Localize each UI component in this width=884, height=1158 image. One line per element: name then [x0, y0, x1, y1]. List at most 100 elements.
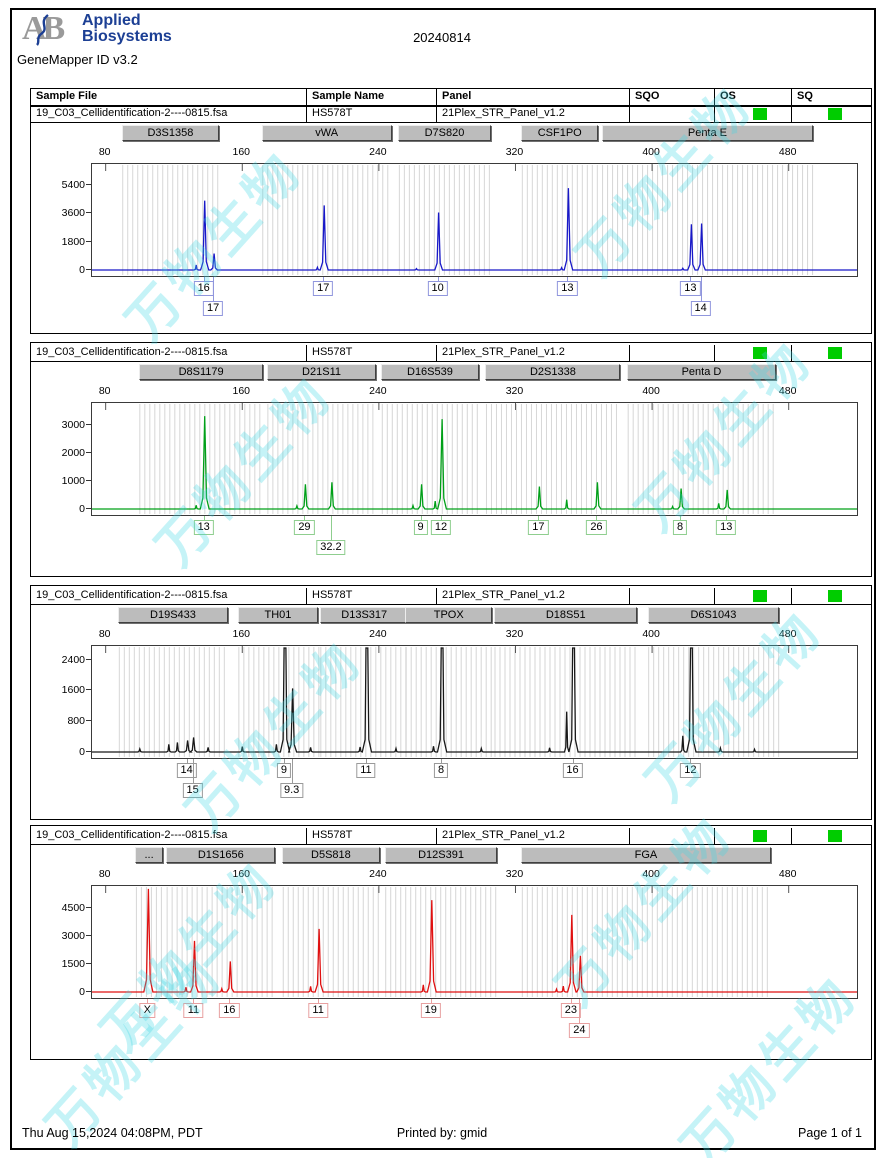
allele-label-CSF1PO-13[interactable]: 13: [557, 281, 578, 296]
allele-label-D16S539-12[interactable]: 12: [430, 520, 452, 535]
allele-label-Penta D-13[interactable]: 13: [716, 520, 737, 535]
trace-svg: [92, 403, 857, 514]
dye-trace: [92, 888, 857, 993]
allele-label-TH01-9.3[interactable]: 9.3: [279, 783, 304, 798]
y-tick-label: 3600: [61, 207, 85, 220]
allele-label-D19S433-15[interactable]: 15: [182, 783, 203, 798]
marker-button-TPOX[interactable]: TPOX: [405, 607, 493, 623]
allele-connector-line: [186, 759, 188, 763]
marker-button-D19S433[interactable]: D19S433: [118, 607, 228, 623]
allele-label-D13S317-11[interactable]: 11: [356, 763, 376, 778]
marker-button-D13S317[interactable]: D13S317: [319, 607, 409, 623]
allele-label-D19S433-14[interactable]: 14: [176, 763, 197, 778]
allele-label-D12S391-19[interactable]: 19: [420, 1003, 441, 1018]
y-tick-label: 5400: [61, 178, 85, 191]
marker-button-D21S11[interactable]: D21S11: [266, 364, 377, 380]
y-tick-mark: [86, 479, 91, 481]
marker-button-vWA[interactable]: vWA: [261, 125, 392, 141]
marker-button-Penta E[interactable]: Penta E: [601, 125, 814, 141]
allele-label-D2S1338-17[interactable]: 17: [528, 520, 549, 535]
y-tick-label: 0: [79, 503, 85, 515]
column-header-sqo: SQO: [629, 89, 714, 105]
panel-group-3: 19_C03_Cellidentification-2----0815.fsa H…: [30, 585, 872, 820]
allele-connector-line: [203, 277, 205, 281]
allele-connector-line: [596, 516, 598, 520]
marker-button-FGA[interactable]: FGA: [521, 847, 771, 863]
allele-label-D1S1656-16[interactable]: 16: [219, 1003, 240, 1018]
marker-button-D6S1043[interactable]: D6S1043: [647, 607, 780, 623]
panel-group-1: Sample File Sample Name Panel SQO OS SQ 19_C03…: [30, 88, 872, 334]
electropherogram-plot[interactable]: [91, 885, 858, 999]
sample-file-cell: 19_C03_Cellidentification-2----0815.fsa: [36, 589, 228, 601]
allele-label-D3S1358-17[interactable]: 17: [202, 301, 224, 316]
marker-button-D1S1656[interactable]: D1S1656: [166, 847, 276, 863]
allele-connector-line: [570, 999, 572, 1003]
sq-cell: [791, 106, 871, 122]
allele-label-TPOX-8[interactable]: 8: [433, 763, 449, 778]
trace-svg: [92, 646, 857, 757]
allele-label-vWA-17[interactable]: 17: [313, 281, 334, 296]
footer-page-number: Page 1 of 1: [798, 1126, 862, 1140]
marker-button-D12S391[interactable]: D12S391: [384, 847, 498, 863]
y-tick-label: 1800: [61, 235, 85, 248]
allele-label-D21S11-32.2[interactable]: 32.2: [316, 540, 346, 555]
allele-connector-line: [291, 759, 293, 783]
marker-button-D5S818[interactable]: D5S818: [282, 847, 380, 863]
electropherogram-plot[interactable]: [91, 163, 858, 277]
allele-label-D3S1358-16[interactable]: 16: [193, 281, 214, 296]
run-date: 20240814: [413, 30, 471, 45]
allele-label-D6S1043-12[interactable]: 12: [680, 763, 701, 778]
electropherogram-plot[interactable]: [91, 402, 858, 516]
marker-button-[interactable]: ...: [135, 847, 163, 863]
allele-label-FGA-23[interactable]: 23: [560, 1003, 581, 1018]
allele-connector-line: [318, 999, 320, 1003]
allele-label-Penta E-13[interactable]: 13: [680, 281, 701, 296]
allele-label-D7S820-10[interactable]: 10: [427, 281, 448, 296]
marker-button-Penta D[interactable]: Penta D: [627, 364, 776, 380]
allele-connector-line: [192, 759, 194, 783]
marker-button-D18S51[interactable]: D18S51: [493, 607, 638, 623]
logo-text: Applied Biosystems: [82, 12, 172, 45]
sample-row: 19_C03_Cellidentification-2----0815.fsa H…: [31, 828, 871, 845]
allele-label-FGA-24[interactable]: 24: [569, 1023, 590, 1038]
panel-group-4: 19_C03_Cellidentification-2----0815.fsa H…: [30, 825, 872, 1060]
y-tick-mark: [86, 689, 91, 691]
x-tick-label: 160: [232, 868, 251, 880]
allele-label-D8S1179-13[interactable]: 13: [193, 520, 214, 535]
marker-button-D3S1358[interactable]: D3S1358: [121, 125, 220, 141]
sqo-cell: [629, 106, 714, 122]
x-tick-label: 240: [369, 385, 387, 397]
y-tick-label: 3000: [61, 930, 85, 943]
allele-label-Penta D-8[interactable]: 8: [673, 520, 688, 535]
y-tick-mark: [86, 240, 91, 242]
allele-label-D16S539-9[interactable]: 9: [413, 520, 428, 535]
y-tick-mark: [86, 183, 91, 185]
marker-button-D8S1179[interactable]: D8S1179: [138, 364, 264, 380]
allele-label-D21S11-29[interactable]: 29: [294, 520, 315, 535]
os-status-indicator: [753, 590, 767, 602]
sample-name-cell: HS578T: [306, 588, 436, 604]
marker-button-TH01[interactable]: TH01: [237, 607, 319, 623]
allele-label-D5S818-11[interactable]: 11: [308, 1003, 328, 1018]
marker-button-D7S820[interactable]: D7S820: [398, 125, 491, 141]
marker-button-D2S1338[interactable]: D2S1338: [485, 364, 621, 380]
allele-label-D1S1656-11[interactable]: 11: [183, 1003, 204, 1018]
x-tick-label: 80: [98, 868, 111, 880]
column-header-sample-file: Sample File: [36, 90, 98, 102]
allele-connector-line: [323, 277, 325, 281]
trace-svg: [92, 164, 857, 275]
marker-button-CSF1PO[interactable]: CSF1PO: [521, 125, 599, 141]
allele-label--X[interactable]: X: [139, 1003, 156, 1018]
column-header-sq: SQ: [791, 89, 871, 105]
y-tick-mark: [86, 508, 91, 509]
dye-trace: [92, 188, 857, 271]
allele-label-Penta E-14[interactable]: 14: [690, 301, 711, 316]
allele-label-D18S51-16[interactable]: 16: [562, 763, 583, 778]
electropherogram-plot[interactable]: [91, 645, 858, 759]
allele-label-D2S1338-26[interactable]: 26: [586, 520, 607, 535]
y-tick-mark: [86, 963, 91, 965]
allele-label-TH01-9[interactable]: 9: [276, 763, 292, 778]
sqo-cell: [629, 588, 714, 604]
marker-button-D16S539[interactable]: D16S539: [381, 364, 479, 380]
